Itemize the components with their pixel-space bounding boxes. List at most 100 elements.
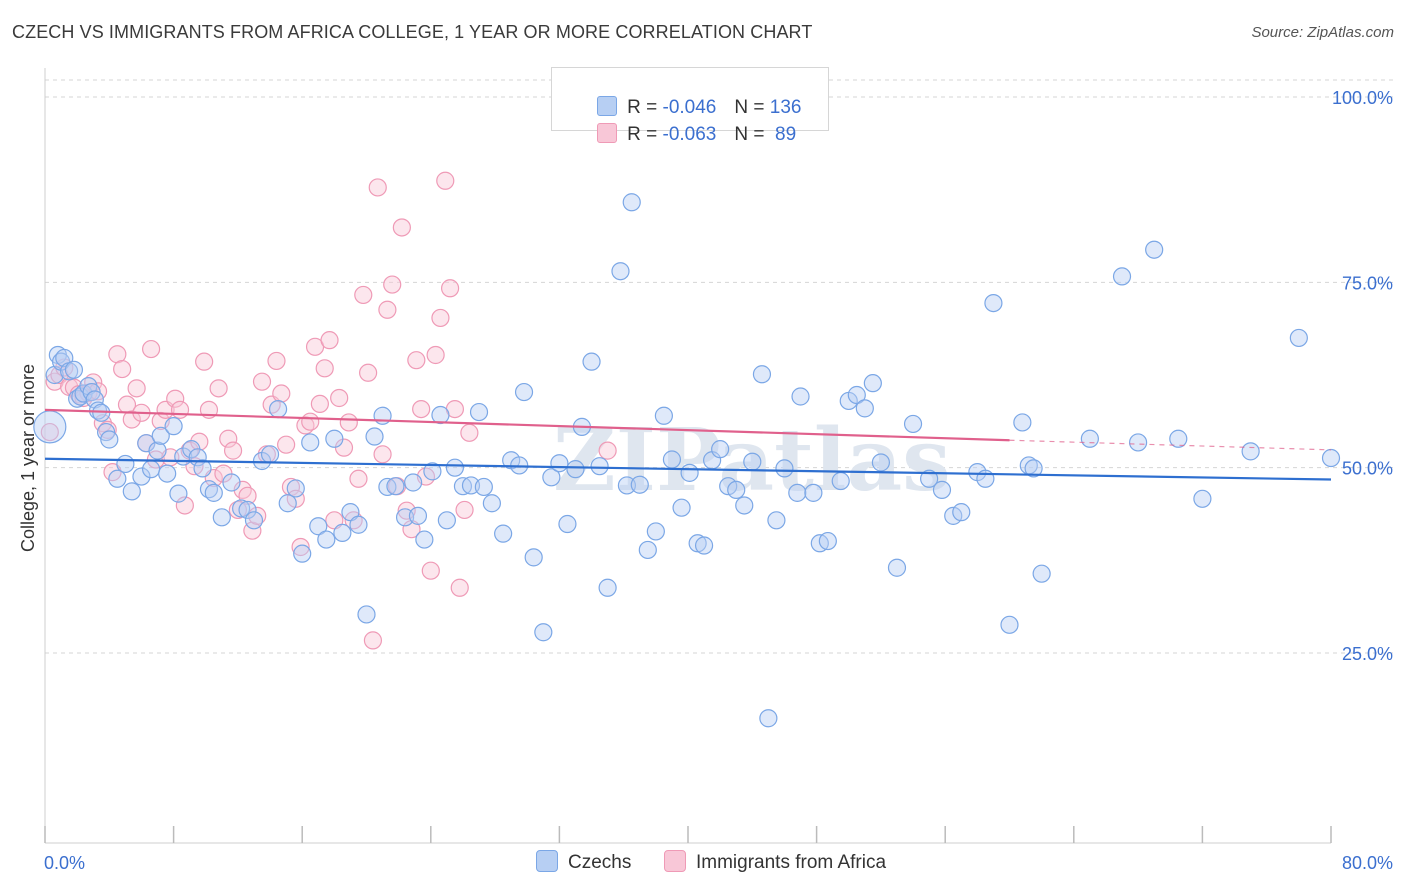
series-czechs — [33, 193, 1341, 728]
point-immigrants-from-africa — [310, 394, 329, 414]
point-czechs — [617, 476, 637, 495]
point-immigrants-from-africa — [460, 423, 479, 442]
point-czechs — [212, 508, 231, 527]
point-immigrants-from-africa — [368, 178, 387, 197]
source-credit: Source: ZipAtlas.com — [1251, 24, 1394, 41]
point-czechs — [887, 558, 907, 577]
legend-r-value: -0.046 — [662, 97, 717, 118]
point-czechs — [244, 511, 264, 530]
point-immigrants-from-africa — [170, 400, 190, 419]
point-czechs — [566, 460, 585, 479]
point-immigrants-from-africa — [320, 331, 339, 350]
point-czechs — [622, 193, 641, 212]
point-czechs — [309, 517, 328, 536]
point-immigrants-from-africa — [383, 275, 402, 294]
point-czechs — [469, 402, 489, 422]
point-immigrants-from-africa — [272, 384, 291, 403]
point-czechs — [1032, 564, 1051, 583]
y-tick-label: 100.0% — [1332, 88, 1393, 108]
point-czechs — [268, 400, 288, 419]
point-czechs — [415, 530, 434, 549]
point-czechs — [932, 480, 952, 500]
point-czechs — [474, 477, 493, 497]
legend-r-label: R = — [627, 124, 663, 145]
point-czechs — [222, 473, 241, 492]
y-tick-label: 75.0% — [1342, 273, 1393, 293]
point-immigrants-from-africa — [455, 500, 474, 520]
point-czechs — [558, 514, 577, 534]
axis-labels: 25.0% 50.0% 75.0% 100.0% 0.0% 80.0% College, 1… — [18, 88, 1393, 873]
point-immigrants-from-africa — [166, 389, 185, 408]
point-czechs — [1128, 433, 1148, 452]
point-immigrants-from-africa — [436, 171, 455, 190]
point-czechs — [349, 515, 368, 534]
point-czechs — [325, 429, 344, 448]
point-immigrants-from-africa — [359, 363, 378, 382]
point-czechs — [169, 484, 188, 503]
point-czechs — [33, 410, 67, 444]
legend-n-value: 89 — [769, 124, 797, 145]
point-czechs — [654, 406, 673, 425]
point-czechs — [952, 503, 971, 522]
point-czechs — [286, 479, 305, 498]
point-czechs — [386, 477, 405, 496]
point-immigrants-from-africa — [175, 496, 194, 515]
bottom-legend-swatch-africa — [664, 850, 686, 872]
point-czechs — [984, 293, 1003, 313]
point-czechs — [694, 536, 714, 555]
bottom-legend-swatch-czechs — [536, 850, 558, 872]
point-czechs — [108, 469, 127, 488]
point-czechs — [534, 623, 553, 642]
point-czechs — [278, 494, 297, 513]
point-czechs — [646, 522, 665, 541]
point-immigrants-from-africa — [407, 351, 426, 370]
point-czechs — [903, 414, 923, 434]
point-czechs — [630, 475, 649, 494]
point-czechs — [193, 459, 212, 478]
point-immigrants-from-africa — [252, 372, 272, 391]
point-czechs — [494, 524, 513, 543]
point-czechs — [408, 506, 428, 525]
legend-n-label: N = — [734, 124, 770, 145]
point-czechs — [132, 467, 151, 486]
point-czechs — [638, 540, 657, 560]
point-immigrants-from-africa — [40, 422, 59, 442]
point-immigrants-from-africa — [301, 412, 320, 431]
point-immigrants-from-africa — [127, 379, 146, 398]
point-immigrants-from-africa — [349, 469, 368, 488]
y-tick-label: 25.0% — [1342, 644, 1393, 664]
point-czechs — [524, 548, 543, 567]
series-immigrants-from-africa — [40, 171, 617, 650]
point-czechs — [423, 462, 442, 481]
point-czechs — [301, 433, 320, 452]
bottom-legend-czechs: Czechs — [536, 850, 631, 874]
point-czechs — [232, 499, 251, 518]
point-immigrants-from-africa — [122, 410, 141, 429]
point-czechs — [920, 469, 939, 488]
point-czechs — [767, 511, 786, 530]
point-czechs — [818, 531, 837, 551]
y-tick-label: 50.0% — [1342, 459, 1393, 479]
point-czechs — [847, 385, 866, 405]
legend-r-label: R = — [627, 97, 663, 118]
point-czechs — [317, 530, 336, 549]
point-czechs — [680, 463, 699, 482]
point-czechs — [514, 382, 534, 402]
bottom-legend-africa: Immigrants from Africa — [664, 850, 886, 874]
point-immigrants-from-africa — [426, 345, 445, 365]
point-czechs — [1112, 267, 1132, 286]
point-czechs — [1169, 429, 1188, 448]
point-czechs — [333, 523, 352, 543]
bottom-legend-label-czechs: Czechs — [568, 852, 632, 873]
legend-row-czechs: R = -0.046 N = 136 — [576, 74, 801, 118]
point-czechs — [100, 430, 119, 449]
correlation-legend: R = -0.046 N = 136 R = -0.063 N = 89 — [551, 67, 829, 145]
point-czechs — [238, 500, 257, 520]
point-immigrants-from-africa — [291, 537, 310, 557]
point-czechs — [598, 578, 617, 597]
chart-title: CZECH VS IMMIGRANTS FROM AFRICA COLLEGE,… — [12, 22, 813, 42]
point-immigrants-from-africa — [450, 578, 469, 597]
point-czechs — [759, 709, 778, 728]
point-czechs — [1241, 442, 1260, 461]
